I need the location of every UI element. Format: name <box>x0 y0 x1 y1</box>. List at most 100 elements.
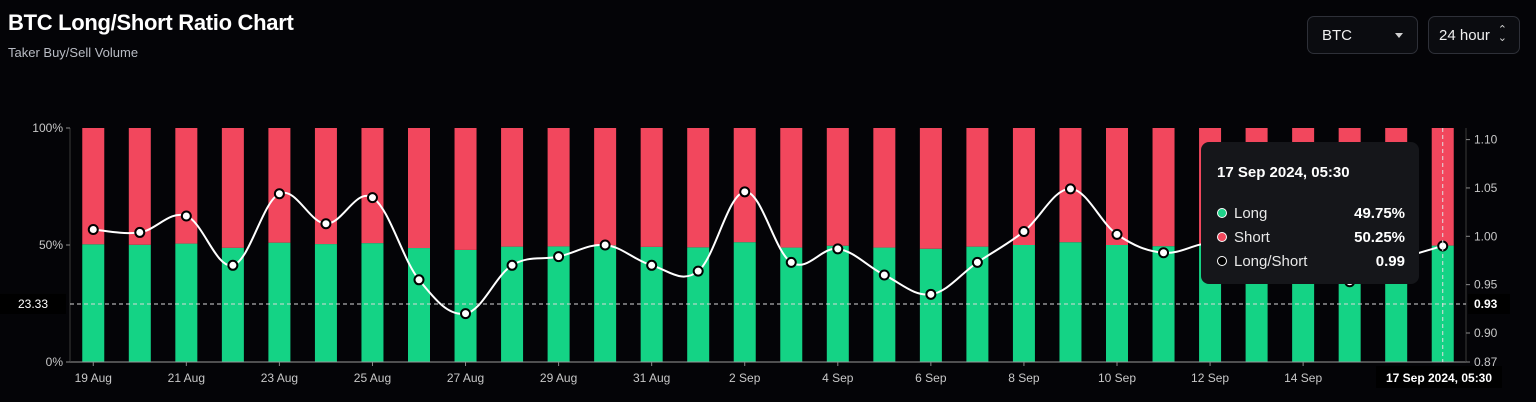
tooltip-ratio-value: 0.99 <box>1375 252 1405 270</box>
long-bar <box>361 243 384 362</box>
chevron-up-down-icon: ⌃ ⌄ <box>1497 24 1507 44</box>
axes-layer: 0% 50% 100% 0.87 0.90 0.95 1.00 1.05 1.10 19 Aug 2… <box>32 121 1497 385</box>
ratio-point <box>320 218 332 230</box>
crosshair-x-label: 17 Sep 2024, 05:30 <box>1386 371 1492 385</box>
x-tick-label: 8 Sep <box>1008 371 1040 385</box>
short-bar <box>919 128 942 249</box>
short-bar <box>547 128 570 247</box>
left-tick-label: 50% <box>39 238 63 252</box>
chart-tooltip: 17 Sep 2024, 05:30 Long 49.75% Short 50.… <box>1201 142 1419 284</box>
tooltip-ratio-label: Long/Short <box>1234 252 1308 270</box>
long-bar <box>82 244 105 362</box>
right-tick-label: 1.10 <box>1474 133 1498 147</box>
x-tick-label: 4 Sep <box>822 371 854 385</box>
short-bar <box>454 128 477 250</box>
short-bar <box>640 128 663 247</box>
ratio-point <box>739 186 751 198</box>
ratio-point <box>832 243 844 255</box>
ratio-point <box>971 256 983 268</box>
tooltip-row-short: Short 50.25% <box>1217 225 1405 249</box>
left-tick-label: 100% <box>32 121 63 135</box>
page-subtitle: Taker Buy/Sell Volume <box>8 45 139 60</box>
long-bar <box>873 247 896 362</box>
tooltip-long-label: Long <box>1234 204 1268 222</box>
right-tick-label: 1.00 <box>1474 229 1498 243</box>
short-bar <box>826 128 849 246</box>
asset-select[interactable]: BTC <box>1307 16 1418 54</box>
short-bar <box>314 128 337 245</box>
long-bar <box>687 247 710 362</box>
ratio-point <box>599 239 611 251</box>
ratio-dot-icon <box>1217 256 1227 266</box>
tooltip-title: 17 Sep 2024, 05:30 <box>1217 164 1350 181</box>
crosshair-x-label-bg <box>1376 366 1502 388</box>
x-tick-label: 31 Aug <box>633 371 670 385</box>
ratio-point <box>553 251 565 263</box>
x-tick-label: 19 Aug <box>75 371 112 385</box>
short-bar <box>1012 128 1035 245</box>
ratio-point <box>646 259 658 271</box>
ratio-point <box>506 259 518 271</box>
long-bar <box>314 244 337 362</box>
long-bar <box>221 247 244 362</box>
long-bar <box>780 247 803 362</box>
long-bar <box>966 246 989 362</box>
ratio-point <box>692 265 704 277</box>
long-bar <box>1059 242 1082 362</box>
ratio-point <box>134 226 146 238</box>
ratio-point <box>878 269 890 281</box>
short-bar <box>687 128 710 248</box>
short-bar <box>780 128 803 248</box>
ratio-line-layer <box>87 183 1449 320</box>
short-dot-icon <box>1217 232 1227 242</box>
long-bar <box>454 249 477 362</box>
ratio-point <box>366 192 378 204</box>
long-bar <box>128 244 151 362</box>
x-tick-label: 27 Aug <box>447 371 484 385</box>
crosshair-left-label-bg <box>0 293 66 314</box>
ratio-point <box>925 288 937 300</box>
tooltip-row-ratio: Long/Short 0.99 <box>1217 249 1405 273</box>
short-bar <box>501 128 524 247</box>
period-select-value: 24 hour <box>1439 26 1490 44</box>
short-bar <box>268 128 291 243</box>
x-tick-label: 25 Aug <box>354 371 391 385</box>
short-bar <box>1152 128 1175 247</box>
crosshair-left-label: 23.33 <box>18 297 48 311</box>
long-bar <box>408 248 430 362</box>
short-bar <box>733 128 756 243</box>
caret-down-icon <box>1395 33 1403 38</box>
long-bar <box>175 243 198 362</box>
asset-select-value: BTC <box>1322 26 1352 44</box>
right-tick-label: 0.87 <box>1474 355 1498 369</box>
x-tick-label: 12 Sep <box>1191 371 1229 385</box>
tooltip-row-long: Long 49.75% <box>1217 201 1405 225</box>
short-bar <box>361 128 384 244</box>
long-dot-icon <box>1217 208 1227 218</box>
crosshair-right-label-bg <box>1468 293 1510 314</box>
x-tick-label: 23 Aug <box>261 371 298 385</box>
ratio-point <box>1018 225 1030 237</box>
x-tick-label: 6 Sep <box>915 371 947 385</box>
ratio-point <box>227 259 239 271</box>
ratio-point <box>1064 183 1076 195</box>
short-bar <box>873 128 896 248</box>
x-tick-label: 21 Aug <box>168 371 205 385</box>
right-tick-label: 1.05 <box>1474 181 1498 195</box>
ratio-point <box>273 188 285 200</box>
ratio-point <box>180 210 192 222</box>
ratio-point <box>413 274 425 286</box>
ratio-point <box>1158 247 1170 259</box>
page-title: BTC Long/Short Ratio Chart <box>8 10 294 35</box>
ratio-point <box>1111 228 1123 240</box>
crosshair-layer: 23.33 0.93 17 Sep 2024, 05:30 <box>0 128 1510 388</box>
short-bar <box>221 128 244 248</box>
period-select[interactable]: 24 hour ⌃ ⌄ <box>1428 16 1520 54</box>
x-tick-label: 2 Sep <box>729 371 761 385</box>
ratio-point <box>460 308 472 320</box>
tooltip-short-label: Short <box>1234 228 1270 246</box>
right-tick-label: 0.90 <box>1474 326 1498 340</box>
tooltip-short-value: 50.25% <box>1354 228 1405 246</box>
short-bar <box>1106 128 1128 245</box>
short-bar <box>966 128 989 247</box>
